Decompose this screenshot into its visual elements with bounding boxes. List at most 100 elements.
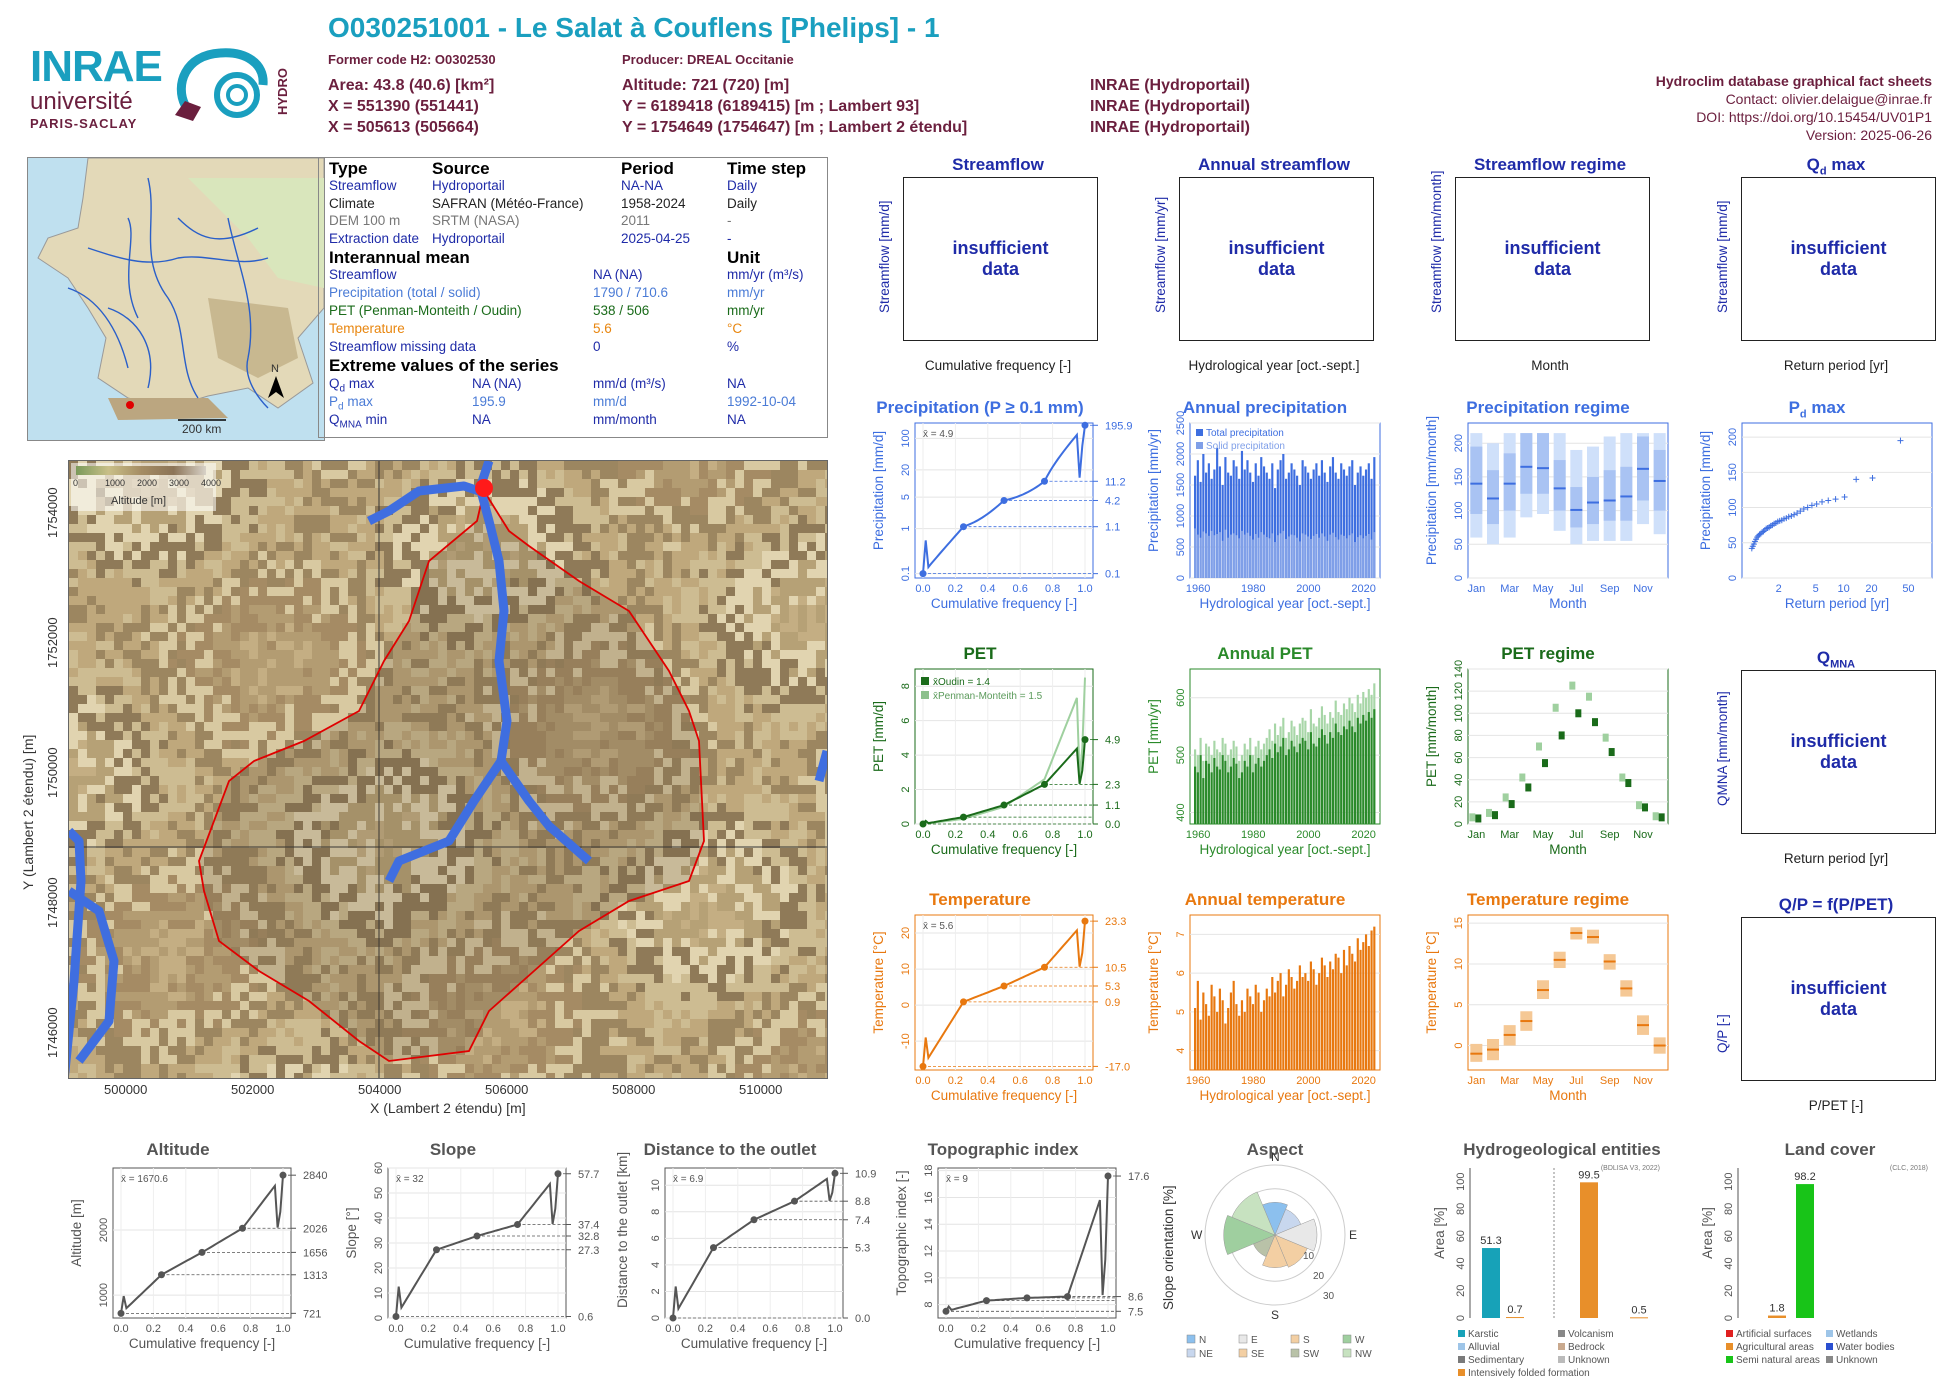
terrain-cell [87, 551, 96, 560]
terrain-cell [474, 668, 483, 677]
terrain-cell [141, 713, 150, 722]
terrain-cell [411, 695, 420, 704]
terrain-cell [456, 938, 465, 947]
terrain-cell [798, 515, 807, 524]
universite-logo-text: université [30, 88, 133, 115]
terrain-cell [411, 641, 420, 650]
terrain-cell [312, 488, 321, 497]
terrain-cell [483, 632, 492, 641]
terrain-cell [699, 875, 708, 884]
terrain-cell [294, 794, 303, 803]
terrain-cell [438, 776, 447, 785]
terrain-cell [411, 929, 420, 938]
terrain-cell [348, 785, 357, 794]
terrain-cell [447, 605, 456, 614]
terrain-cell [825, 839, 827, 848]
terrain-cell [609, 857, 618, 866]
terrain-cell [474, 956, 483, 965]
terrain-cell [825, 830, 827, 839]
terrain-cell [96, 677, 105, 686]
terrain-cell [618, 920, 627, 929]
terrain-cell [735, 785, 744, 794]
terrain-cell [690, 875, 699, 884]
terrain-cell [654, 839, 663, 848]
terrain-cell [402, 839, 411, 848]
terrain-cell [555, 524, 564, 533]
terrain-cell [663, 596, 672, 605]
terrain-cell [825, 812, 827, 821]
terrain-cell [591, 749, 600, 758]
terrain-cell [429, 677, 438, 686]
terrain-cell [564, 866, 573, 875]
terrain-cell [357, 677, 366, 686]
terrain-cell [231, 902, 240, 911]
terrain-cell [339, 821, 348, 830]
terrain-cell [294, 776, 303, 785]
terrain-cell [501, 542, 510, 551]
terrain-cell [78, 659, 87, 668]
terrain-cell [681, 902, 690, 911]
terrain-cell [789, 632, 798, 641]
terrain-cell [240, 515, 249, 524]
terrain-cell [321, 497, 330, 506]
terrain-cell [807, 524, 816, 533]
terrain-cell [492, 956, 501, 965]
terrain-cell [492, 578, 501, 587]
terrain-cell [303, 758, 312, 767]
terrain-cell [78, 686, 87, 695]
terrain-cell [240, 677, 249, 686]
terrain-cell [384, 686, 393, 695]
terrain-cell [699, 947, 708, 956]
terrain-cell [150, 560, 159, 569]
terrain-cell [96, 803, 105, 812]
terrain-cell [816, 794, 825, 803]
terrain-cell [267, 893, 276, 902]
terrain-cell [303, 632, 312, 641]
terrain-cell [168, 830, 177, 839]
terrain-cell [429, 929, 438, 938]
terrain-cell [159, 605, 168, 614]
terrain-cell [672, 578, 681, 587]
terrain-cell [600, 794, 609, 803]
terrain-cell [213, 704, 222, 713]
terrain-cell [87, 776, 96, 785]
terrain-cell [132, 578, 141, 587]
terrain-cell [780, 551, 789, 560]
terrain-cell [474, 758, 483, 767]
terrain-cell [366, 497, 375, 506]
terrain-cell [618, 776, 627, 785]
terrain-cell [96, 740, 105, 749]
terrain-cell [708, 722, 717, 731]
terrain-cell [636, 830, 645, 839]
terrain-cell [150, 965, 159, 974]
terrain-cell [177, 830, 186, 839]
terrain-cell [267, 848, 276, 857]
terrain-cell [438, 497, 447, 506]
terrain-cell [420, 731, 429, 740]
terrain-cell [573, 533, 582, 542]
interannual-row-1: Precipitation (total / solid) 1790 / 710.… [329, 285, 823, 302]
terrain-cell [798, 947, 807, 956]
terrain-cell [168, 749, 177, 758]
terrain-cell [771, 704, 780, 713]
terrain-cell [168, 614, 177, 623]
terrain-cell [708, 650, 717, 659]
terrain-cell [240, 758, 249, 767]
terrain-cell [258, 812, 267, 821]
terrain-cell [366, 659, 375, 668]
terrain-cell [798, 740, 807, 749]
terrain-cell [699, 596, 708, 605]
terrain-cell [645, 893, 654, 902]
terrain-cell [537, 650, 546, 659]
terrain-cell [528, 650, 537, 659]
terrain-cell [429, 533, 438, 542]
terrain-cell [510, 938, 519, 947]
terrain-cell [627, 704, 636, 713]
terrain-cell [690, 866, 699, 875]
terrain-cell [186, 668, 195, 677]
terrain-cell [681, 533, 690, 542]
terrain-cell [186, 848, 195, 857]
terrain-cell [267, 875, 276, 884]
terrain-cell [456, 686, 465, 695]
terrain-cell [546, 497, 555, 506]
